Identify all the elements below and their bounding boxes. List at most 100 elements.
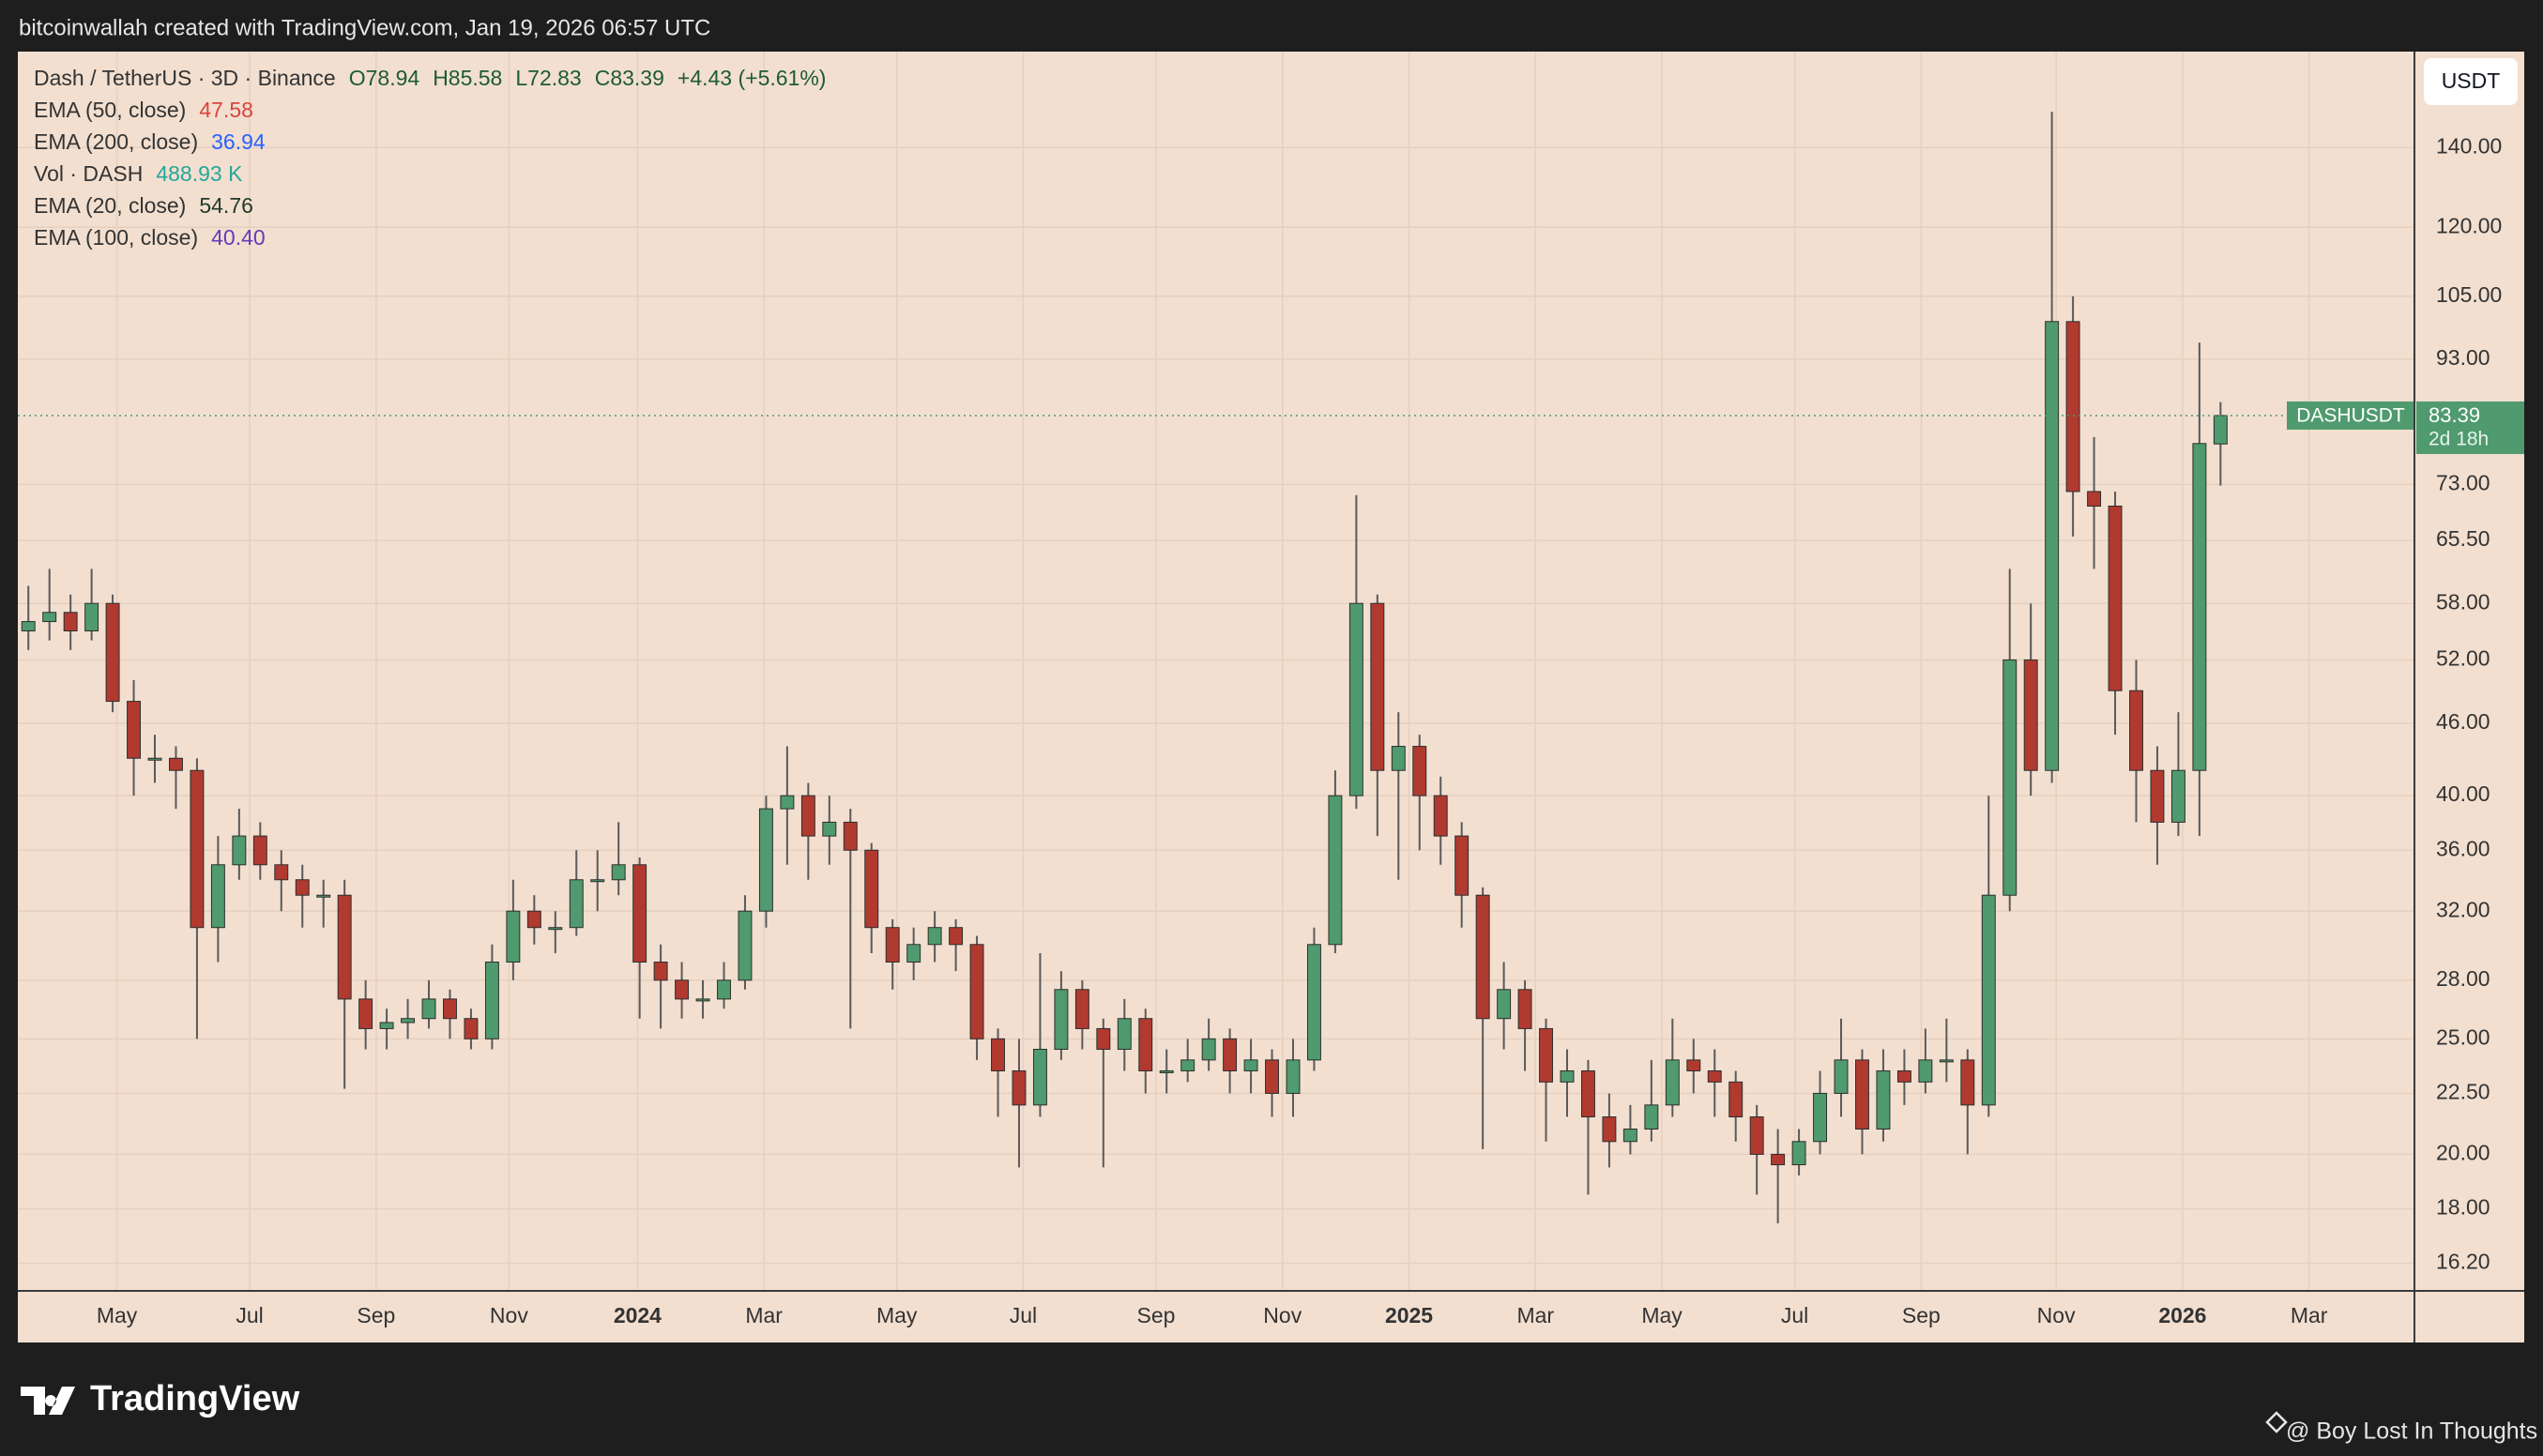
- x-tick-label: Nov: [490, 1303, 528, 1327]
- y-tick-label: 36.00: [2436, 836, 2490, 860]
- indicator-entry: EMA (20, close) 54.76: [34, 193, 253, 218]
- last-price-label: 83.39: [2429, 403, 2480, 427]
- candle-body: [2192, 443, 2207, 771]
- y-tick-label: 120.00: [2436, 213, 2502, 237]
- y-tick-label: 140.00: [2436, 133, 2502, 158]
- candle-body: [2108, 505, 2123, 691]
- candle-body: [1054, 989, 1069, 1050]
- candle-body: [84, 602, 99, 631]
- candle-body: [1981, 894, 1996, 1106]
- candle-body: [1686, 1059, 1701, 1071]
- candle-body: [1286, 1059, 1301, 1094]
- candle-body: [1644, 1104, 1659, 1130]
- legend-title-line: Dash / TetherUS · 3D · Binance O78.94 H85.…: [34, 66, 826, 90]
- candle-body: [1180, 1059, 1195, 1071]
- candle-body: [1265, 1059, 1279, 1094]
- candle-body: [2045, 321, 2060, 771]
- candle-body: [780, 795, 795, 810]
- candle-body: [1159, 1069, 1174, 1073]
- candle-body: [464, 1018, 479, 1039]
- credit-text: @ Boy Lost In Thoughts: [2286, 1418, 2537, 1445]
- candle-body: [1728, 1081, 1744, 1118]
- grid: 16.20 18.00 20.00 22.50 25.00 28.00 32.00 36.00…: [18, 52, 2502, 1327]
- x-tick-label: May: [876, 1303, 918, 1327]
- candle-body: [969, 944, 984, 1039]
- candle-body: [316, 894, 331, 898]
- candle-body: [1223, 1038, 1238, 1071]
- candle-body: [632, 864, 647, 963]
- candle-body: [822, 821, 837, 837]
- indicator-value: 54.76: [199, 193, 253, 218]
- candle-body: [1454, 835, 1469, 896]
- candle-body: [843, 821, 858, 851]
- candle-body: [611, 864, 626, 881]
- currency-label[interactable]: USDT: [2442, 68, 2501, 93]
- candle-body: [1475, 894, 1490, 1020]
- candle-body: [421, 998, 436, 1020]
- x-tick-label: Jul: [1010, 1303, 1037, 1327]
- x-tick-label: May: [97, 1303, 138, 1327]
- candle-body: [2170, 769, 2185, 823]
- candle-body: [1539, 1027, 1554, 1083]
- candle-body: [653, 961, 668, 981]
- y-tick-label: 105.00: [2436, 282, 2502, 307]
- candle-body: [1602, 1116, 1617, 1143]
- candle-body: [1918, 1059, 1933, 1083]
- candle-body: [2213, 415, 2228, 445]
- last-price-tag: [2416, 401, 2524, 454]
- candle-body: [105, 602, 120, 703]
- candle-body: [927, 927, 942, 946]
- y-tick-label: 46.00: [2436, 709, 2490, 734]
- indicator-name: Vol · DASH: [34, 161, 143, 186]
- candle-body: [758, 808, 773, 912]
- candle-body: [2023, 659, 2038, 771]
- candle-body: [1370, 602, 1385, 771]
- candle-body: [1876, 1069, 1891, 1130]
- indicator-name: EMA (200, close): [34, 129, 198, 154]
- x-tick-label: Sep: [1137, 1303, 1176, 1327]
- candle-body: [2150, 769, 2165, 823]
- candle-body: [274, 864, 289, 881]
- candle-body: [190, 769, 205, 929]
- candle-body: [526, 910, 541, 929]
- x-tick-label: Sep: [357, 1303, 395, 1327]
- candle-body: [1791, 1141, 1806, 1166]
- candle-body: [675, 979, 690, 1000]
- candle-body: [1328, 795, 1343, 946]
- header-text: bitcoinwallah created with TradingView.c…: [19, 15, 710, 40]
- candle-body: [1117, 1018, 1132, 1050]
- x-tick-label: Mar: [745, 1303, 783, 1327]
- candle-body: [885, 927, 900, 963]
- candle-body: [2087, 491, 2102, 507]
- candle-body: [717, 979, 731, 1000]
- candle-body: [210, 864, 225, 929]
- indicator-value: 36.94: [211, 129, 266, 154]
- x-tick-label: May: [1641, 1303, 1683, 1327]
- candle-body: [484, 961, 499, 1039]
- readout-low: L72.83: [515, 66, 581, 90]
- y-tick-label: 65.50: [2436, 526, 2490, 551]
- candle-body: [1834, 1059, 1849, 1094]
- candles: [21, 112, 2228, 1224]
- indicator-entry: EMA (100, close) 40.40: [34, 225, 266, 250]
- candle-body: [1749, 1116, 1764, 1155]
- candle-body: [1517, 989, 1532, 1029]
- candle-body: [1433, 795, 1448, 837]
- indicator-entry: EMA (50, close) 47.58: [34, 98, 253, 122]
- candle-body: [2002, 659, 2018, 896]
- candle-body: [379, 1022, 394, 1029]
- indicator-name: EMA (100, close): [34, 225, 198, 250]
- candle-body: [1665, 1059, 1680, 1106]
- indicator-entry: EMA (200, close) 36.94: [34, 129, 266, 154]
- candle-body: [1074, 989, 1089, 1029]
- indicator-value: 488.93 K: [156, 161, 243, 186]
- candle-body: [63, 612, 78, 631]
- x-tick-label: Mar: [1516, 1303, 1554, 1327]
- candle-body: [1771, 1153, 1786, 1166]
- candle-body: [1348, 602, 1363, 796]
- x-tick-label: Nov: [1263, 1303, 1302, 1327]
- currency-button[interactable]: [2424, 58, 2518, 105]
- readout-open: O78.94: [349, 66, 420, 90]
